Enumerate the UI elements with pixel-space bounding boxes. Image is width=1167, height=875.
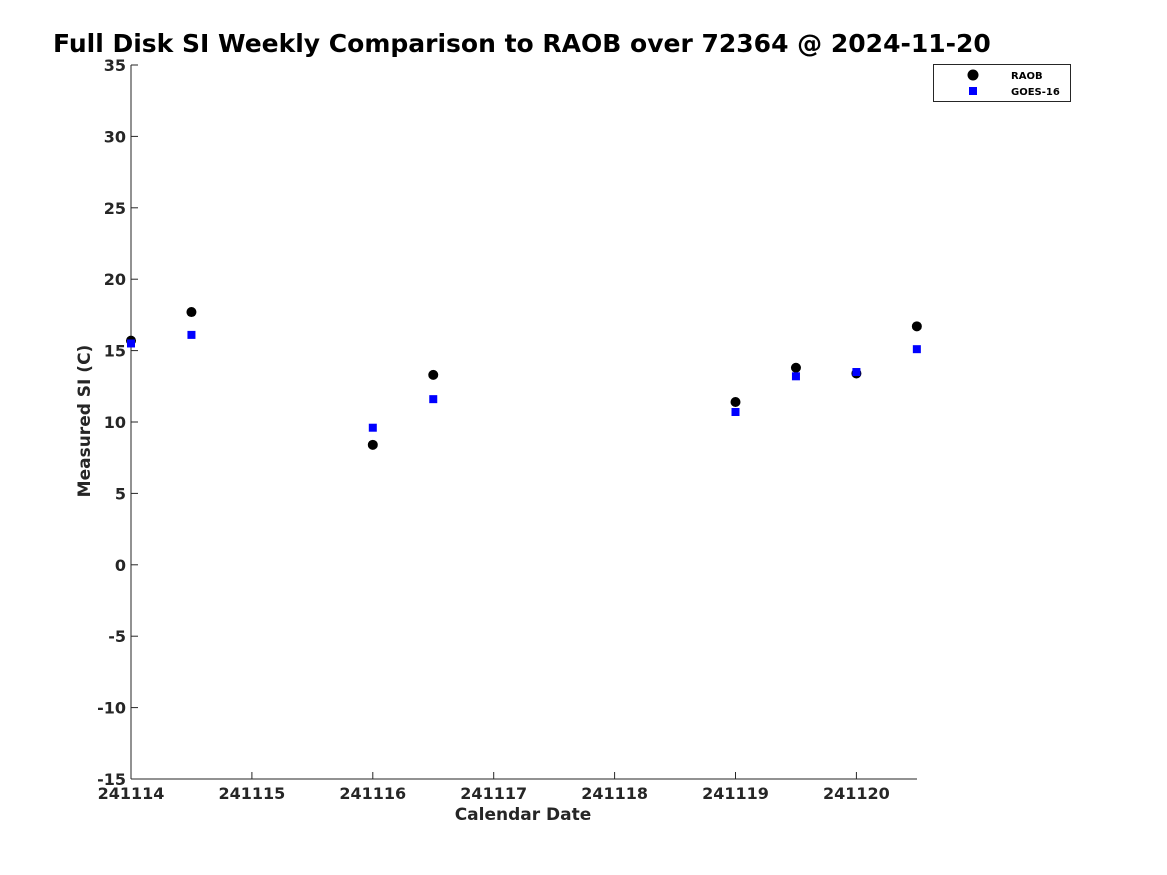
x-tick-label: 241120 (823, 784, 890, 803)
data-point (187, 330, 196, 339)
y-tick-label: -10 (97, 699, 126, 718)
y-tick-label: 15 (104, 342, 126, 361)
data-point (367, 439, 378, 450)
y-tick-label: -5 (108, 627, 126, 646)
chart-title: Full Disk SI Weekly Comparison to RAOB o… (53, 29, 991, 58)
data-point (791, 372, 800, 381)
legend: RAOB GOES-16 (933, 64, 1071, 102)
x-tick-label: 241119 (702, 784, 769, 803)
legend-box (933, 64, 1071, 102)
y-tick-label: 10 (104, 413, 126, 432)
data-point (911, 321, 922, 332)
legend-label: RAOB (1011, 71, 1043, 82)
y-tick-label: 30 (104, 127, 126, 146)
data-point (731, 408, 740, 417)
legend-marker-square (969, 87, 977, 95)
series-goes-16 (127, 330, 921, 432)
data-points (126, 307, 922, 450)
data-point (912, 345, 921, 354)
data-point (186, 307, 197, 318)
data-point (127, 339, 135, 348)
y-tick-label: 0 (115, 556, 126, 575)
y-tick-label: 25 (104, 199, 126, 218)
y-tick-label: 35 (104, 56, 126, 75)
x-axis-label: Calendar Date (455, 805, 592, 825)
data-point (730, 397, 741, 408)
x-tick-label: 241118 (581, 784, 648, 803)
legend-label: GOES-16 (1011, 87, 1060, 98)
y-tick-label: 20 (104, 270, 126, 289)
y-tick-label: -15 (97, 770, 126, 789)
data-point (790, 362, 801, 373)
y-tick-label: 5 (115, 484, 126, 503)
data-point (428, 369, 439, 380)
series-raob (126, 307, 922, 450)
data-point (368, 423, 377, 432)
x-tick-label: 241115 (219, 784, 286, 803)
x-tick-label: 241114 (98, 784, 165, 803)
y-axis-label: Measured SI (C) (75, 345, 95, 498)
x-tick-label: 241117 (460, 784, 527, 803)
data-point (852, 368, 861, 377)
data-point (429, 395, 438, 404)
legend-marker-circle (967, 69, 979, 81)
x-tick-label: 241116 (339, 784, 406, 803)
